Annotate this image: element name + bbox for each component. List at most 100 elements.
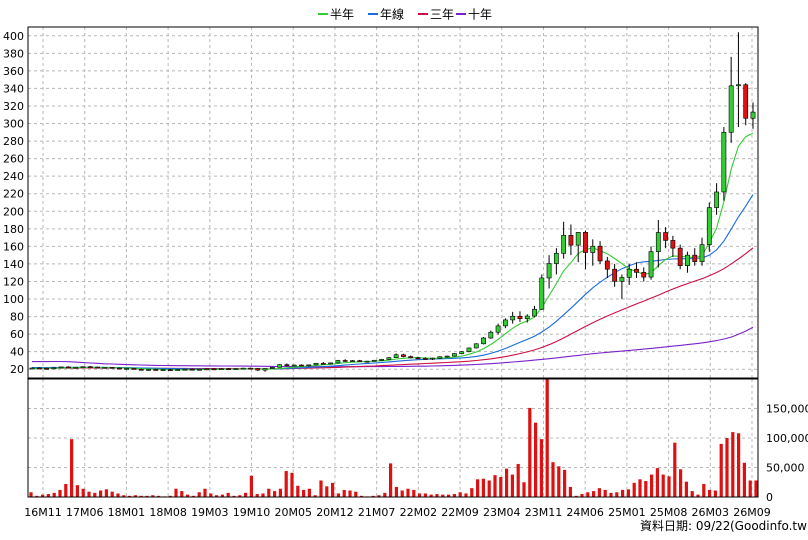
candle-body [58,366,64,369]
volume-bar [574,495,578,497]
volume-bar [389,463,393,497]
volume-bar [476,479,480,497]
volume-bar [110,491,114,497]
volume-bar [696,494,700,497]
ma-line-ma-year [32,194,754,370]
candle-body [612,268,618,282]
candle-body [226,368,232,370]
x-tick-label: 24M06 [566,506,604,519]
candle-body [342,360,348,362]
price-tick-label: 400 [3,30,24,43]
candle-body [488,331,494,339]
x-tick-label: 22M09 [441,506,479,519]
volume-bar [46,494,50,497]
price-tick-label: 40 [10,346,24,359]
volume-tick-label: 0 [766,491,773,504]
candle-body [95,366,100,369]
volume-panel-frame [27,378,759,498]
candle-body [430,357,435,360]
price-panel-frame [27,26,759,379]
volume-bar [139,495,143,497]
x-tick-label: 18M08 [149,506,187,519]
volume-bar [737,433,741,497]
candle-body [240,367,246,370]
volume-bar [197,492,201,497]
volume-bar [70,439,74,497]
candle-body [655,232,661,252]
volume-bar [609,492,613,497]
volume-bar [186,494,190,497]
price-tick-label: 300 [3,118,24,131]
volume-bar [615,492,619,497]
volume-bar [493,475,497,497]
volume-bar [377,495,381,497]
volume-bar [75,485,79,497]
x-tick-label: 19M03 [191,506,229,519]
volume-bar [180,491,184,497]
volume-bar [505,468,509,497]
candle-body [641,272,647,278]
panel-frames [27,26,759,498]
volume-bar [638,479,642,497]
x-tick-label: 18M01 [108,506,146,519]
volume-bar [168,495,172,497]
candle-body [371,359,377,362]
candle-body [269,366,275,369]
volume-bar [29,492,33,497]
volume-bar [551,462,555,497]
volume-bar [441,494,445,497]
candle-body [663,232,669,241]
volume-bar [667,476,671,497]
volume-bar [232,495,236,497]
candle-body [553,253,559,264]
candle-body [291,364,297,367]
price-tick-label: 280 [3,135,24,148]
candle-body [262,368,268,371]
volume-bar [307,488,311,497]
candle-body [218,368,224,370]
volume-bar [116,493,120,497]
legend-label: 三年 [430,8,454,22]
source-label: (Goodinfo.tw) [730,519,808,533]
candle-body [692,254,698,262]
volume-bar [586,492,590,497]
volume-bar [331,482,335,497]
price-tick-label: 200 [3,205,24,218]
x-tick-label: 25M08 [650,506,688,519]
chart-legend: 半年 年線 三年 十年 [318,7,492,22]
volume-bar [563,469,567,497]
x-tick-label: 26M03 [692,506,730,519]
volume-bars [29,379,758,497]
candle-body [604,260,610,270]
candle-body [524,315,530,319]
candle-body [102,367,108,369]
candle-body [510,315,516,321]
volume-bar [499,476,503,497]
candle-body [626,268,632,278]
x-tick-label: 23M11 [525,506,563,519]
price-tick-label: 60 [10,328,24,341]
volume-bar [58,489,62,497]
volume-bar [284,471,288,497]
volume-bar [325,486,329,497]
x-tick-label: 19M10 [233,506,271,519]
candle-body [204,368,210,371]
volume-bar [99,490,103,497]
volume-bar [360,495,364,497]
volume-bar [626,489,630,497]
volume-bar [52,492,56,497]
candle-body [182,368,188,371]
candle-body [44,368,49,370]
volume-bar [302,489,306,497]
volume-bar [754,480,758,497]
volume-bar [93,492,97,497]
candle-body [66,366,71,369]
price-tick-label: 260 [3,153,24,166]
candle-body [502,319,508,327]
volume-bar [510,474,514,497]
candle-body [415,357,421,360]
volume-bar [534,422,538,497]
candle-body [350,360,355,362]
x-axis-ticks: 16M11 17M06 18M01 18M08 19M03 19M10 20M05 20M12… [24,506,771,519]
